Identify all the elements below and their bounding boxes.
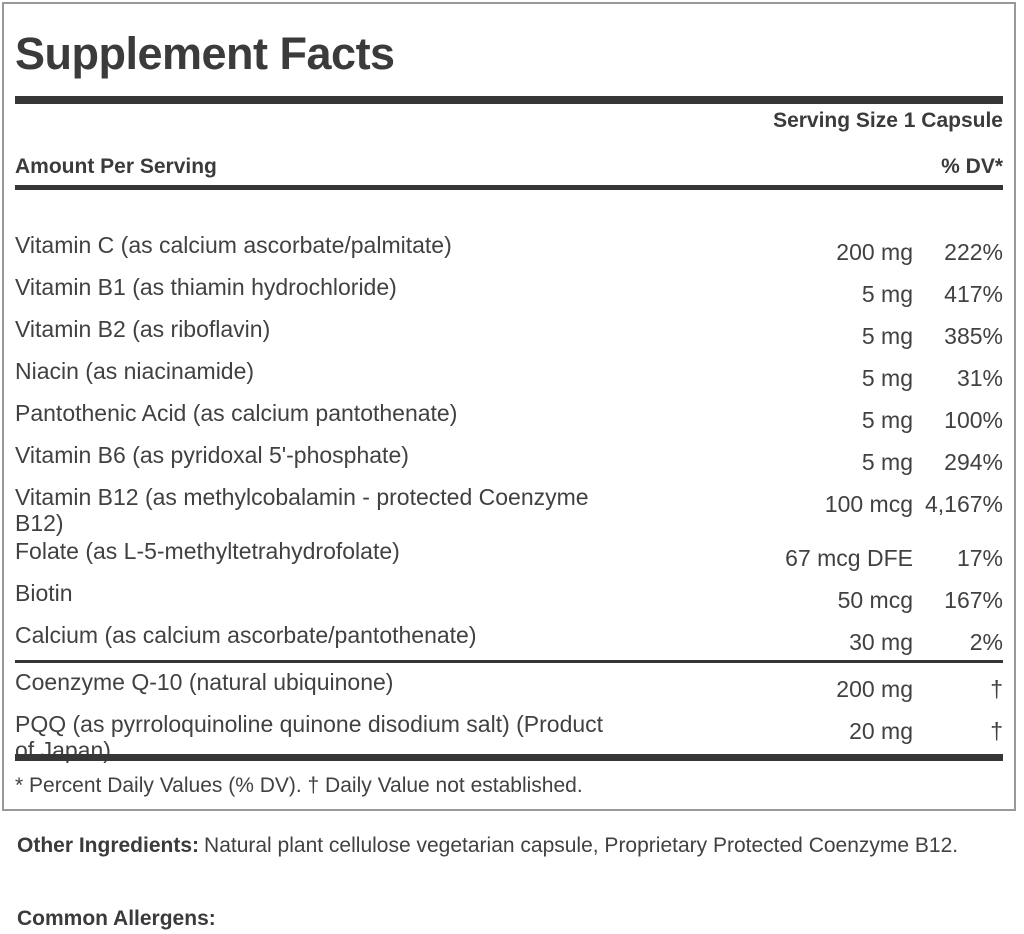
nutrient-name-line1: Folate (as L-5-methyltetrahydrofolate) <box>15 538 400 564</box>
other-ingredients-label: Other Ingredients: <box>17 834 200 857</box>
nutrient-row: Biotin 50 mcg 167% <box>15 580 1003 613</box>
nutrient-dv: 100% <box>944 407 1003 433</box>
nutrient-name-line1: Vitamin C (as calcium ascorbate/palmitat… <box>15 232 452 258</box>
nutrient-amount: 5 mg <box>861 449 913 475</box>
divider-above-footnote <box>15 754 1003 761</box>
nutrient-name-line1: PQQ (as pyrroloquinoline quinone disodiu… <box>15 711 604 737</box>
divider-thick-top <box>15 96 1003 104</box>
nutrient-name: Coenzyme Q-10 (natural ubiquinone) <box>15 669 748 695</box>
nutrient-row: Vitamin B12 (as methylcobalamin - protec… <box>15 484 1003 536</box>
nutrient-row: Pantothenic Acid (as calcium pantothenat… <box>15 400 1003 433</box>
nutrient-amount: 20 mg <box>849 718 913 744</box>
nutrient-name-line1: Pantothenic Acid (as calcium pantothenat… <box>15 400 458 426</box>
nutrient-name: Vitamin B1 (as thiamin hydrochloride) <box>15 274 748 300</box>
nutrient-name-line1: Vitamin B12 (as methylcobalamin - protec… <box>15 484 589 510</box>
nutrient-name-line1: Vitamin B2 (as riboflavin) <box>15 316 271 342</box>
column-headers: Amount Per Serving % DV* <box>15 154 1003 179</box>
nutrient-amount: 200 mg <box>836 239 913 265</box>
nutrient-amount: 100 mcg <box>824 491 913 517</box>
nutrient-amount: 50 mcg <box>837 587 913 613</box>
nutrient-dv: 167% <box>944 587 1003 613</box>
nutrient-dv: 222% <box>944 239 1003 265</box>
nutrient-row: Calcium (as calcium ascorbate/pantothena… <box>15 622 1003 655</box>
footnote: * Percent Daily Values (% DV). † Daily V… <box>15 774 583 797</box>
nutrient-name-line1: Coenzyme Q-10 (natural ubiquinone) <box>15 669 394 695</box>
nutrient-dv: 17% <box>956 545 1003 571</box>
nutrient-dv: † <box>990 676 1003 702</box>
nutrient-name-line1: Biotin <box>15 580 73 606</box>
nutrient-name: Vitamin B2 (as riboflavin) <box>15 316 748 342</box>
nutrient-dv: † <box>990 718 1003 744</box>
nutrient-dv: 385% <box>944 323 1003 349</box>
nutrient-amount: 30 mg <box>849 629 913 655</box>
nutrient-name-line1: Calcium (as calcium ascorbate/pantothena… <box>15 622 477 648</box>
nutrient-name-line1: Vitamin B1 (as thiamin hydrochloride) <box>15 274 397 300</box>
nutrient-dv: 417% <box>944 281 1003 307</box>
nutrient-amount: 5 mg <box>861 281 913 307</box>
nutrient-name-line2: B12) <box>15 510 64 536</box>
nutrient-amount: 67 mcg DFE <box>785 545 913 571</box>
nutrient-row: Niacin (as niacinamide) 5 mg 31% <box>15 358 1003 391</box>
nutrient-amount: 5 mg <box>861 323 913 349</box>
panel-title: Supplement Facts <box>15 28 395 79</box>
nutrient-dv: 2% <box>969 629 1003 655</box>
panel-footer: * Percent Daily Values (% DV). † Daily V… <box>15 754 1003 809</box>
serving-size: Serving Size 1 Capsule <box>773 109 1003 132</box>
nutrient-name-line1: Niacin (as niacinamide) <box>15 358 255 384</box>
nutrient-row: Vitamin B6 (as pyridoxal 5'-phosphate) 5… <box>15 442 1003 475</box>
other-ingredients: Other Ingredients: Natural plant cellulos… <box>17 830 1017 861</box>
nutrient-amount: 200 mg <box>836 676 913 702</box>
nutrient-name-line1: Vitamin B6 (as pyridoxal 5'-phosphate) <box>15 442 409 468</box>
nutrient-amount: 5 mg <box>861 407 913 433</box>
amount-per-serving-header: Amount Per Serving <box>15 155 217 178</box>
other-ingredients-text: Natural plant cellulose vegetarian capsu… <box>204 834 959 857</box>
divider-under-headers <box>15 185 1003 190</box>
nutrient-name: Biotin <box>15 580 748 606</box>
nutrient-dv: 4,167% <box>924 491 1003 517</box>
supplement-facts-panel: Supplement Facts Serving Size 1 Capsule … <box>2 2 1016 811</box>
divider-nutrient-section <box>15 660 1003 663</box>
nutrient-row: Vitamin B2 (as riboflavin) 5 mg 385% <box>15 316 1003 349</box>
nutrient-name: Calcium (as calcium ascorbate/pantothena… <box>15 622 748 648</box>
nutrient-rows: Vitamin C (as calcium ascorbate/palmitat… <box>15 190 1003 763</box>
common-allergens-label: Common Allergens: <box>17 907 216 930</box>
nutrient-name: Vitamin B12 (as methylcobalamin - protec… <box>15 484 748 536</box>
nutrient-row: Coenzyme Q-10 (natural ubiquinone) 200 m… <box>15 669 1003 702</box>
nutrient-name: Niacin (as niacinamide) <box>15 358 748 384</box>
nutrient-amount: 5 mg <box>861 365 913 391</box>
nutrient-name: Folate (as L-5-methyltetrahydrofolate) <box>15 538 748 564</box>
nutrient-name: Vitamin C (as calcium ascorbate/palmitat… <box>15 232 748 258</box>
nutrient-row: Vitamin B1 (as thiamin hydrochloride) 5 … <box>15 274 1003 307</box>
nutrient-row: Folate (as L-5-methyltetrahydrofolate) 6… <box>15 538 1003 571</box>
percent-dv-header: % DV* <box>941 155 1003 178</box>
nutrient-name: Pantothenic Acid (as calcium pantothenat… <box>15 400 748 426</box>
nutrient-dv: 31% <box>956 365 1003 391</box>
nutrient-row: Vitamin C (as calcium ascorbate/palmitat… <box>15 232 1003 265</box>
nutrient-dv: 294% <box>944 449 1003 475</box>
nutrient-name: Vitamin B6 (as pyridoxal 5'-phosphate) <box>15 442 748 468</box>
